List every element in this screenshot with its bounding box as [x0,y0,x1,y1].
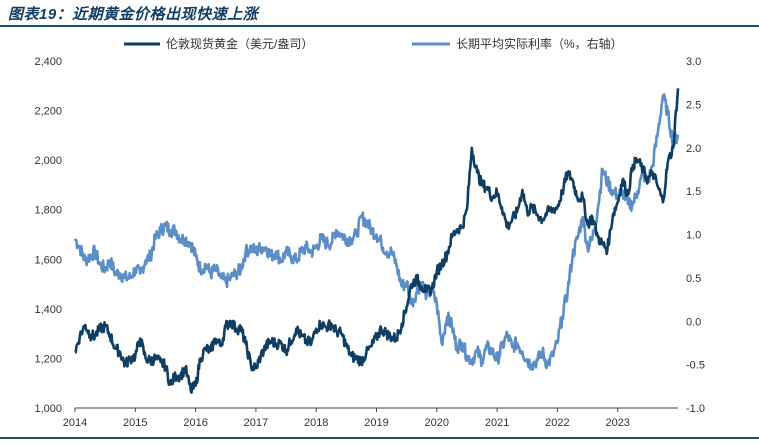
y-right-tick-label: 3.0 [686,56,701,68]
x-tick-label: 2022 [545,417,569,429]
y-left-tick-label: 2,000 [34,155,62,167]
legend: 伦敦现货黄金（美元/盎司） 长期平均实际利率（%，右轴） [124,36,623,51]
y-right-tick-label: 0.5 [686,273,701,285]
x-tick-label: 2021 [485,417,509,429]
y-right-tick-label: 2.5 [686,99,701,111]
figure-title: 图表19：近期黄金价格出现快速上涨 [8,6,259,23]
y-right-tick-label: 0.0 [686,316,701,328]
y-right-tick-label: 1.0 [686,230,701,242]
x-tick-label: 2023 [605,417,629,429]
x-tick-label: 2020 [425,417,449,429]
series-layer [73,88,680,394]
series-line-real-rate [73,93,680,371]
y-left-tick-label: 2,200 [34,106,62,118]
y-right-tick-label: -1.0 [686,403,705,415]
y-left-tick-label: 1,400 [34,304,62,316]
series-line-gold-price [74,88,680,394]
y-right-tick-label: -0.5 [686,360,705,372]
legend-label-rate: 长期平均实际利率（%，右轴） [456,36,623,51]
x-tick-label: 2018 [304,417,328,429]
y-right-tick-label: 2.0 [686,143,701,155]
x-tick-label: 2017 [244,417,268,429]
y-left-tick-label: 1,800 [34,205,62,217]
y-left-tick-label: 1,000 [34,403,62,415]
x-tick-label: 2014 [63,417,87,429]
axes-layer: 1,000 1,200 1,400 1,600 1,800 2,000 2,200 2,400… [34,56,705,429]
y-right-tick-label: 1.5 [686,186,701,198]
y-left-tick-label: 2,400 [34,56,62,68]
title-rule [0,25,759,27]
x-tick-label: 2015 [123,417,147,429]
x-tick-label: 2019 [364,417,388,429]
legend-label-gold: 伦敦现货黄金（美元/盎司） [166,36,313,51]
y-left-tick-label: 1,600 [34,254,62,266]
x-tick-label: 2016 [183,417,207,429]
y-left-tick-label: 1,200 [34,353,62,365]
bottom-rule [0,437,759,439]
